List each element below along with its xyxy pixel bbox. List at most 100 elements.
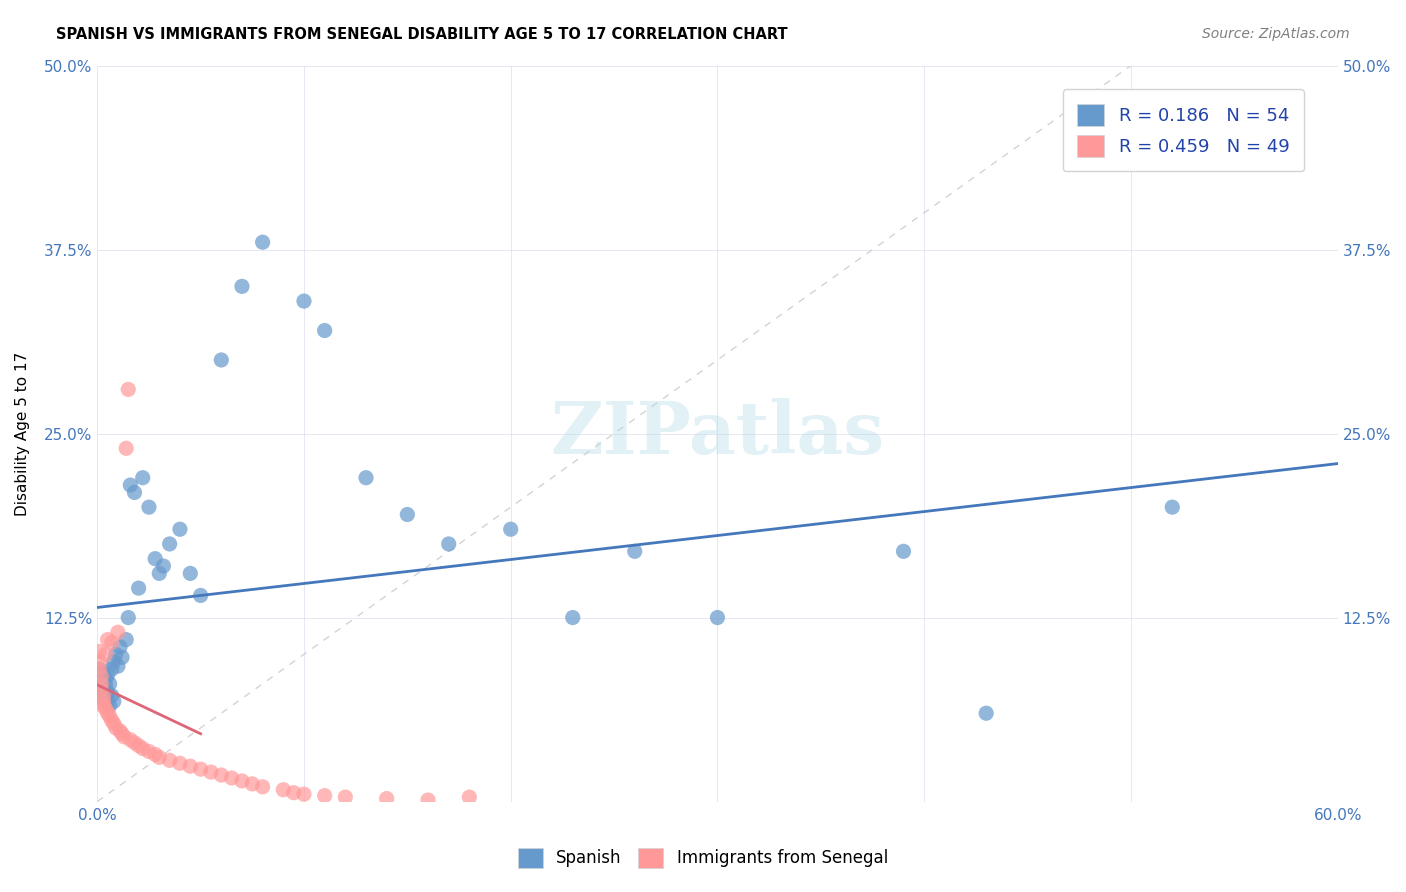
Spanish xyxy=(124,485,146,500)
Text: SPANISH VS IMMIGRANTS FROM SENEGAL DISABILITY AGE 5 TO 17 CORRELATION CHART: SPANISH VS IMMIGRANTS FROM SENEGAL DISAB… xyxy=(56,27,787,42)
Spanish xyxy=(1161,500,1184,515)
Spanish xyxy=(138,500,160,515)
Spanish xyxy=(94,678,117,692)
Text: Source: ZipAtlas.com: Source: ZipAtlas.com xyxy=(1202,27,1350,41)
Immigrants from Senegal xyxy=(283,786,305,800)
Spanish xyxy=(143,551,166,566)
Spanish xyxy=(107,659,129,673)
Immigrants from Senegal xyxy=(209,768,232,782)
Spanish xyxy=(292,294,315,309)
Immigrants from Senegal xyxy=(98,709,121,723)
Immigrants from Senegal xyxy=(375,791,398,805)
Spanish xyxy=(89,662,111,676)
Spanish xyxy=(90,684,112,698)
Spanish xyxy=(179,566,201,581)
Spanish xyxy=(354,471,377,485)
Spanish xyxy=(159,537,181,551)
Immigrants from Senegal xyxy=(115,442,138,456)
Spanish xyxy=(128,581,150,595)
Immigrants from Senegal xyxy=(231,773,253,788)
Spanish xyxy=(104,648,127,662)
Immigrants from Senegal xyxy=(190,762,212,776)
Spanish xyxy=(120,478,142,492)
Spanish xyxy=(93,682,115,697)
Spanish xyxy=(169,522,191,536)
Spanish xyxy=(152,559,174,574)
Spanish xyxy=(94,673,117,687)
Immigrants from Senegal xyxy=(128,739,150,753)
Text: ZIPatlas: ZIPatlas xyxy=(550,398,884,469)
Immigrants from Senegal xyxy=(108,723,131,738)
Spanish xyxy=(89,677,111,691)
Immigrants from Senegal xyxy=(169,756,191,771)
Immigrants from Senegal xyxy=(97,632,120,647)
Immigrants from Senegal xyxy=(179,759,201,773)
Spanish xyxy=(231,279,253,293)
Immigrants from Senegal xyxy=(148,750,170,764)
Immigrants from Senegal xyxy=(124,736,146,750)
Spanish xyxy=(103,655,125,669)
Spanish xyxy=(115,632,138,647)
Spanish xyxy=(396,508,419,522)
Spanish xyxy=(437,537,460,551)
Immigrants from Senegal xyxy=(252,780,274,794)
Spanish xyxy=(974,706,997,721)
Immigrants from Senegal xyxy=(94,648,117,662)
Immigrants from Senegal xyxy=(335,790,357,805)
Immigrants from Senegal xyxy=(138,744,160,758)
Spanish xyxy=(90,673,112,688)
Spanish xyxy=(90,680,112,694)
Immigrants from Senegal xyxy=(93,698,115,713)
Immigrants from Senegal xyxy=(97,706,120,721)
Spanish xyxy=(103,694,125,708)
Spanish xyxy=(190,589,212,603)
Spanish xyxy=(252,235,274,250)
Immigrants from Senegal xyxy=(314,789,336,803)
Spanish xyxy=(561,610,583,624)
Immigrants from Senegal xyxy=(89,662,111,676)
Immigrants from Senegal xyxy=(90,677,112,691)
Immigrants from Senegal xyxy=(90,682,112,697)
Spanish xyxy=(97,668,120,682)
Spanish xyxy=(499,522,522,536)
Immigrants from Senegal xyxy=(93,689,115,703)
Immigrants from Senegal xyxy=(100,714,122,728)
Legend: Spanish, Immigrants from Senegal: Spanish, Immigrants from Senegal xyxy=(512,841,894,875)
Immigrants from Senegal xyxy=(111,727,134,741)
Spanish xyxy=(98,677,121,691)
Immigrants from Senegal xyxy=(103,716,125,731)
Spanish xyxy=(94,689,117,703)
Legend: R = 0.186   N = 54, R = 0.459   N = 49: R = 0.186 N = 54, R = 0.459 N = 49 xyxy=(1063,89,1303,171)
Spanish xyxy=(117,610,139,624)
Spanish xyxy=(623,544,645,558)
Immigrants from Senegal xyxy=(90,669,112,683)
Immigrants from Senegal xyxy=(94,702,117,716)
Immigrants from Senegal xyxy=(104,721,127,735)
Immigrants from Senegal xyxy=(112,730,135,744)
Spanish xyxy=(97,685,120,699)
Spanish xyxy=(98,698,121,713)
Immigrants from Senegal xyxy=(89,655,111,669)
Immigrants from Senegal xyxy=(120,732,142,747)
Immigrants from Senegal xyxy=(100,635,122,649)
Spanish xyxy=(706,610,728,624)
Immigrants from Senegal xyxy=(271,782,294,797)
Spanish xyxy=(100,662,122,676)
Immigrants from Senegal xyxy=(117,383,139,397)
Immigrants from Senegal xyxy=(200,765,222,780)
Spanish xyxy=(132,471,155,485)
Spanish xyxy=(893,544,915,558)
Immigrants from Senegal xyxy=(292,787,315,801)
Immigrants from Senegal xyxy=(107,625,129,640)
Spanish xyxy=(108,640,131,654)
Spanish xyxy=(93,691,115,706)
Spanish xyxy=(93,665,115,679)
Immigrants from Senegal xyxy=(89,644,111,658)
Spanish xyxy=(209,353,232,368)
Immigrants from Senegal xyxy=(143,747,166,762)
Immigrants from Senegal xyxy=(159,753,181,767)
Y-axis label: Disability Age 5 to 17: Disability Age 5 to 17 xyxy=(15,351,30,516)
Immigrants from Senegal xyxy=(416,793,439,807)
Spanish xyxy=(314,324,336,338)
Immigrants from Senegal xyxy=(458,790,481,805)
